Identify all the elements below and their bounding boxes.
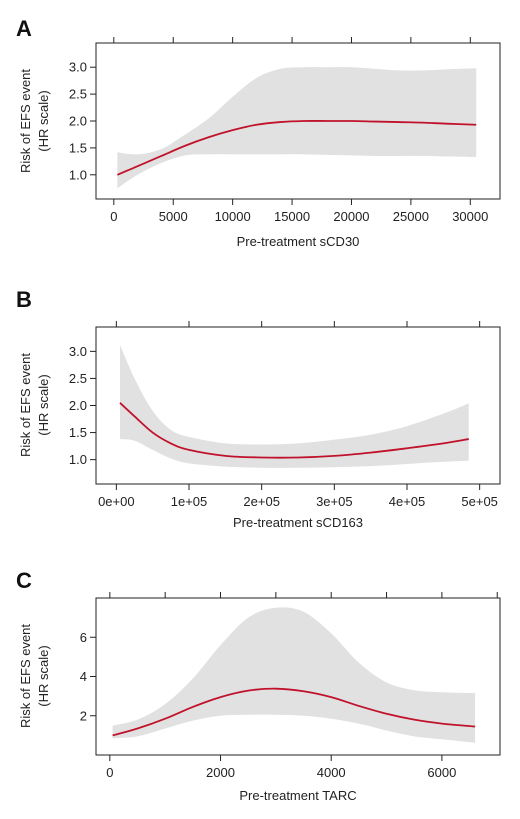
y-tick-label: 2.5	[69, 87, 87, 102]
y-axis-label: (HR scale)	[36, 374, 51, 435]
x-tick-label: 30000	[452, 209, 488, 224]
x-tick-label: 1e+05	[171, 494, 208, 509]
y-axis-label: Risk of EFS event	[18, 353, 33, 457]
y-tick-label: 6	[80, 630, 87, 645]
y-axis-label: (HR scale)	[36, 645, 51, 706]
y-tick-label: 2.0	[69, 114, 87, 129]
x-axis-label: Pre-treatment TARC	[239, 788, 356, 803]
y-tick-label: 3.0	[69, 60, 87, 75]
y-tick-label: 1.5	[69, 140, 87, 155]
x-tick-label: 15000	[274, 209, 310, 224]
hazard-ratio-curve	[112, 687, 476, 737]
x-axis-label: Pre-treatment sCD163	[233, 515, 363, 530]
y-tick-label: 1.0	[69, 167, 87, 182]
y-tick-label: 2	[80, 708, 87, 723]
panel-letter: C	[16, 568, 32, 593]
x-tick-label: 5e+05	[461, 494, 498, 509]
x-tick-label: 2e+05	[243, 494, 280, 509]
x-tick-label: 4e+05	[389, 494, 426, 509]
x-tick-label: 0	[106, 765, 113, 780]
hazard-ratio-curve	[119, 402, 469, 459]
confidence-band	[119, 344, 469, 468]
confidence-band	[117, 67, 477, 189]
x-tick-label: 0e+00	[98, 494, 135, 509]
y-axis-label: (HR scale)	[36, 90, 51, 151]
x-axis-label: Pre-treatment sCD30	[237, 234, 360, 249]
x-tick-label: 0	[110, 209, 117, 224]
y-axis-label: Risk of EFS event	[18, 624, 33, 728]
y-tick-label: 1.0	[69, 452, 87, 467]
x-tick-label: 2000	[206, 765, 235, 780]
y-tick-label: 4	[80, 669, 87, 684]
y-tick-label: 3.0	[69, 344, 87, 359]
panel-b: 0e+00 1e+05 2e+05 3e+05 4e+05 5e+05 1.0 1.5 2.0 2…	[16, 287, 501, 530]
confidence-band	[112, 607, 476, 743]
panel-letter: B	[16, 287, 32, 312]
panel-a: 0 5000 10000 15000 20000 25000 30000 1.0 1.5 2.0 2…	[16, 16, 501, 249]
x-tick-label: 5000	[159, 209, 188, 224]
y-axis-label: Risk of EFS event	[18, 69, 33, 173]
panel-c: 0 2000 4000 6000 2 4 6 C Pre-treatment TARC Risk …	[16, 568, 501, 803]
x-tick-label: 4000	[317, 765, 346, 780]
x-tick-label: 25000	[393, 209, 429, 224]
x-tick-label: 6000	[427, 765, 456, 780]
y-tick-label: 2.5	[69, 371, 87, 386]
x-tick-label: 3e+05	[316, 494, 353, 509]
y-tick-label: 2.0	[69, 398, 87, 413]
panel-letter: A	[16, 16, 32, 41]
x-tick-label: 10000	[215, 209, 251, 224]
x-tick-label: 20000	[333, 209, 369, 224]
hazard-ratio-curve	[117, 120, 477, 176]
y-tick-label: 1.5	[69, 425, 87, 440]
